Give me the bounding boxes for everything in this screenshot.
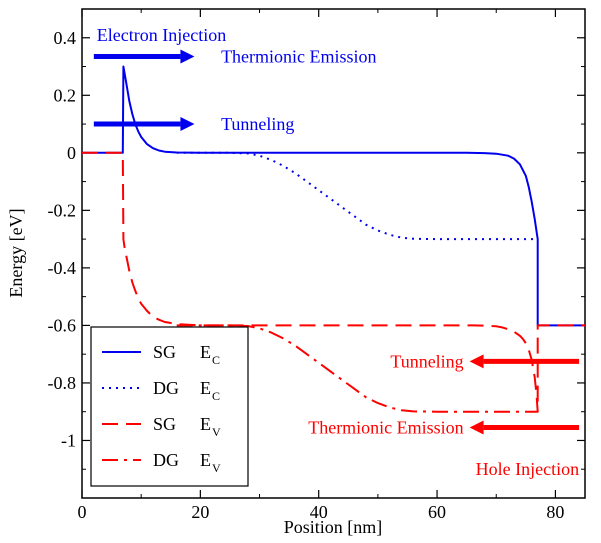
x-tick-label: 0 (78, 502, 87, 522)
legend-symbol: E (200, 342, 211, 362)
annotation-arrowhead-3 (469, 354, 484, 369)
x-tick-label: 80 (546, 502, 564, 522)
legend-label: SG (153, 342, 176, 362)
annotation-arrowhead-2 (180, 117, 195, 132)
legend-subscript: V (212, 425, 221, 439)
y-axis-label: Energy [eV] (6, 208, 26, 297)
legend-label: SG (153, 414, 176, 434)
annotation-arrowhead-4 (469, 420, 484, 435)
annotation-text-3: Tunneling (390, 351, 463, 371)
legend-subscript: C (212, 353, 220, 367)
y-tick-label: -0.2 (48, 200, 77, 220)
x-tick-label: 40 (310, 502, 328, 522)
series-layer (82, 65, 585, 413)
x-tick-label: 20 (191, 502, 209, 522)
annotation-text-4: Thermionic Emission (308, 418, 463, 438)
legend-symbol: E (200, 378, 211, 398)
annotation-arrowhead-1 (180, 49, 195, 64)
series-line-dg-ev (176, 324, 538, 413)
x-axis-label: Position [nm] (284, 517, 383, 537)
y-tick-label: -0.6 (48, 315, 77, 335)
axis-ticks: 0 20 40 60 80 0.4 0.2 0 -0.2 -0.4 -0.6 -0.8 -1 (48, 9, 585, 522)
y-tick-label: -1 (61, 430, 76, 450)
annotation-text-1: Thermionic Emission (221, 46, 376, 66)
series-line-sg-ev (82, 151, 585, 413)
series-line-sg-ec (82, 65, 585, 327)
y-tick-label: -0.4 (48, 258, 77, 278)
legend-subscript: V (212, 461, 221, 475)
y-tick-label: 0 (67, 143, 76, 163)
annotation-text-2: Tunneling (221, 114, 294, 134)
y-tick-label: 0.4 (54, 28, 77, 48)
annotation-text-0: Electron Injection (97, 25, 226, 45)
x-tick-label: 60 (428, 502, 446, 522)
annotation-text-5: Hole Injection (476, 459, 579, 479)
y-tick-label: 0.2 (54, 85, 77, 105)
legend-symbol: E (200, 414, 211, 434)
legend-label: DG (153, 378, 179, 398)
legend-subscript: C (212, 389, 220, 403)
legend-symbol: E (200, 450, 211, 470)
legend: SG E CDG E CSG E VDG E V (90, 326, 249, 487)
legend-label: DG (153, 450, 179, 470)
y-tick-label: -0.8 (48, 373, 77, 393)
